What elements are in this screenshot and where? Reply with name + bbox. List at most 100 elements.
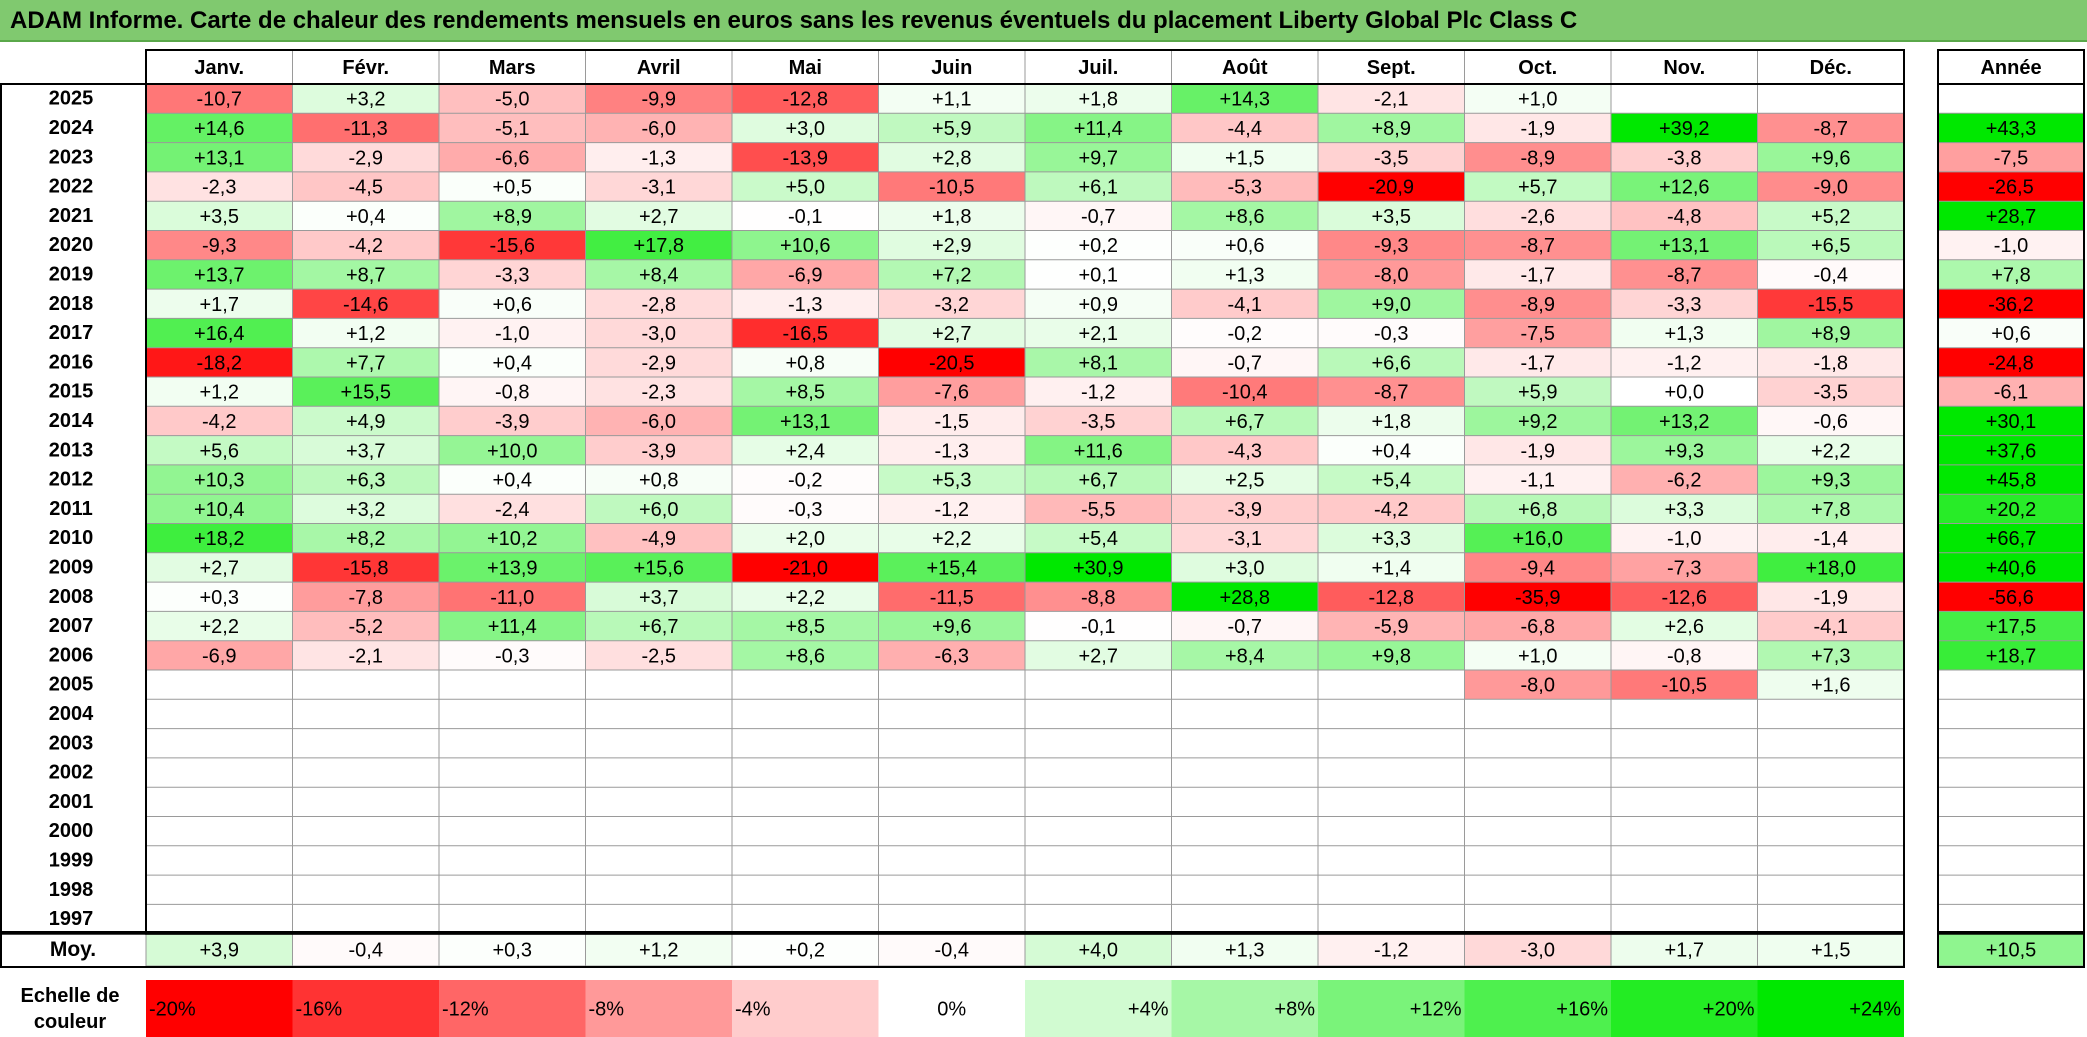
heat-cell xyxy=(439,582,586,612)
cell-value: +0,4 xyxy=(493,470,532,492)
heat-cell xyxy=(146,142,293,172)
cell-value: +9,6 xyxy=(932,616,971,638)
heat-cell xyxy=(878,670,1025,700)
cell-value: +1,2 xyxy=(346,323,385,345)
cell-value: +8,7 xyxy=(346,264,385,286)
cell-value: +3,3 xyxy=(1372,528,1411,550)
year-label: 2009 xyxy=(49,556,94,578)
heat-cell xyxy=(1757,113,1904,143)
cell-value: +3,7 xyxy=(346,440,385,462)
year-label: 2014 xyxy=(49,410,94,432)
annual-cell xyxy=(1938,787,2084,817)
heat-cell xyxy=(292,171,439,202)
heat-cell xyxy=(1757,347,1904,377)
heat-cell xyxy=(292,640,439,670)
cell-value: -8,9 xyxy=(1521,147,1555,169)
cell-value: -6,0 xyxy=(642,411,676,433)
cell-value: +18,0 xyxy=(1805,557,1856,579)
heat-cell xyxy=(878,406,1025,436)
heat-cell xyxy=(1611,875,1758,905)
cell-value: +9,3 xyxy=(1811,470,1850,492)
cell-value: -4,3 xyxy=(1228,440,1262,462)
heat-cell xyxy=(439,875,586,905)
cell-value: +6,3 xyxy=(346,470,385,492)
average-value: +3,9 xyxy=(200,940,239,962)
cell-value: -4,2 xyxy=(202,411,236,433)
heat-cell xyxy=(292,904,439,934)
cell-value: -0,8 xyxy=(1667,645,1701,667)
heat-cell xyxy=(292,816,439,846)
heat-cell xyxy=(439,728,586,758)
cell-value: -5,1 xyxy=(495,118,529,140)
cell-value: -8,0 xyxy=(1374,264,1408,286)
heat-cell xyxy=(1757,318,1904,348)
heat-cell xyxy=(146,289,293,319)
heat-cell xyxy=(146,582,293,612)
heat-cell xyxy=(878,113,1025,143)
heat-cell xyxy=(1318,816,1465,846)
cell-value: +5,4 xyxy=(1079,528,1118,550)
heat-cell xyxy=(878,552,1025,583)
heat-cell xyxy=(1318,289,1465,319)
cell-value: +1,3 xyxy=(1225,264,1264,286)
heat-cell xyxy=(878,816,1025,846)
annual-header: Année xyxy=(1980,57,2041,79)
average-label: Moy. xyxy=(50,938,96,961)
heat-cell xyxy=(146,552,293,583)
cell-value: -1,8 xyxy=(1814,352,1848,374)
average-cell xyxy=(1024,932,1172,967)
rows-frame xyxy=(0,83,1905,935)
heat-cell xyxy=(146,816,293,846)
heat-cell xyxy=(146,318,293,348)
heat-cell xyxy=(1757,289,1904,319)
cell-value: -1,7 xyxy=(1521,264,1555,286)
heat-cell xyxy=(146,377,293,407)
heat-cell xyxy=(1171,347,1318,377)
month-header: Oct. xyxy=(1518,57,1557,79)
average-cell xyxy=(292,932,440,967)
heat-cell xyxy=(732,347,879,377)
heat-cell xyxy=(1611,347,1758,377)
cell-value: +16,0 xyxy=(1512,528,1563,550)
cell-value: -14,6 xyxy=(343,294,389,316)
annual-value: +0,6 xyxy=(1991,323,2030,345)
cell-value: +14,6 xyxy=(194,118,245,140)
month-header: Juin xyxy=(931,57,972,79)
cell-value: -0,6 xyxy=(1814,411,1848,433)
annual-cell xyxy=(1938,640,2084,670)
cell-value: -4,9 xyxy=(642,528,676,550)
cell-value: +3,0 xyxy=(786,118,825,140)
scale-value: -4% xyxy=(735,999,771,1021)
heat-cell xyxy=(1025,318,1172,348)
annual-value: -36,2 xyxy=(1988,294,2034,316)
cell-value: -1,9 xyxy=(1814,587,1848,609)
average-cell xyxy=(145,932,293,967)
heat-cell xyxy=(1464,875,1611,905)
average-cell xyxy=(731,932,879,967)
heat-cell xyxy=(1464,259,1611,290)
heat-cell xyxy=(1318,347,1465,377)
heat-cell xyxy=(585,406,732,436)
heat-cell xyxy=(1318,230,1465,260)
heat-cell xyxy=(1171,875,1318,905)
heat-cell xyxy=(1611,230,1758,260)
cell-value: +13,1 xyxy=(194,147,245,169)
heat-cell xyxy=(1025,201,1172,231)
year-label: 2010 xyxy=(49,527,94,549)
annual-value: -7,5 xyxy=(1994,147,2028,169)
cell-value: -0,7 xyxy=(1228,616,1262,638)
cell-value: +9,3 xyxy=(1665,440,1704,462)
heat-cell xyxy=(585,582,732,612)
cell-value: +9,0 xyxy=(1372,294,1411,316)
cell-value: +5,0 xyxy=(786,177,825,199)
heat-cell xyxy=(1025,728,1172,758)
heat-cell xyxy=(1464,201,1611,231)
heat-cell xyxy=(585,377,732,407)
heat-cell xyxy=(1611,377,1758,407)
heat-cell xyxy=(878,640,1025,670)
cell-value: +9,6 xyxy=(1811,147,1850,169)
heat-cell xyxy=(439,464,586,495)
cell-value: +0,4 xyxy=(346,206,385,228)
cell-value: +13,1 xyxy=(780,411,831,433)
annual-cell xyxy=(1938,464,2084,495)
